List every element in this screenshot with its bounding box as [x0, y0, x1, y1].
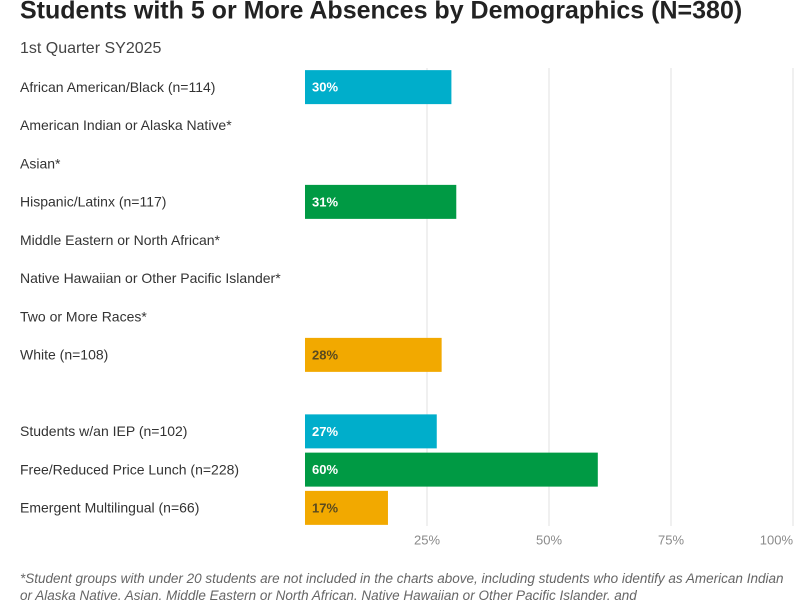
y-tick-label: Emergent Multilingual (n=66) — [20, 500, 199, 516]
y-tick-label: Free/Reduced Price Lunch (n=228) — [20, 461, 239, 477]
x-tick-label: 75% — [658, 532, 684, 547]
y-tick-label: Two or More Races* — [20, 308, 147, 324]
chart-subtitle: 1st Quarter SY2025 — [20, 40, 162, 57]
bar — [305, 452, 598, 487]
y-tick-label: Students w/an IEP (n=102) — [20, 423, 187, 439]
bar — [305, 414, 437, 449]
footnote: *Student groups with under 20 students a… — [20, 571, 784, 600]
bar — [305, 337, 442, 372]
y-tick-label: White (n=108) — [20, 347, 108, 363]
x-tick-label: 100% — [760, 532, 794, 547]
y-tick-label: Hispanic/Latinx (n=117) — [20, 194, 166, 210]
value-label: 30% — [312, 80, 338, 95]
x-tick-label: 50% — [536, 532, 562, 547]
bar — [305, 184, 457, 219]
y-tick-label: Native Hawaiian or Other Pacific Islande… — [20, 270, 281, 286]
bar — [305, 490, 388, 525]
y-tick-label: African American/Black (n=114) — [20, 79, 215, 95]
value-label: 60% — [312, 462, 338, 477]
bar — [305, 70, 452, 105]
y-tick-label: American Indian or Alaska Native* — [20, 117, 232, 133]
y-tick-label: Middle Eastern or North African* — [20, 232, 221, 248]
value-label: 31% — [312, 194, 338, 209]
value-label: 27% — [312, 424, 338, 439]
y-tick-label: Asian* — [20, 155, 61, 171]
chart-title: Students with 5 or More Absences by Demo… — [20, 0, 742, 25]
value-label: 28% — [312, 347, 338, 362]
x-tick-label: 25% — [414, 532, 440, 547]
value-label: 17% — [312, 500, 338, 515]
